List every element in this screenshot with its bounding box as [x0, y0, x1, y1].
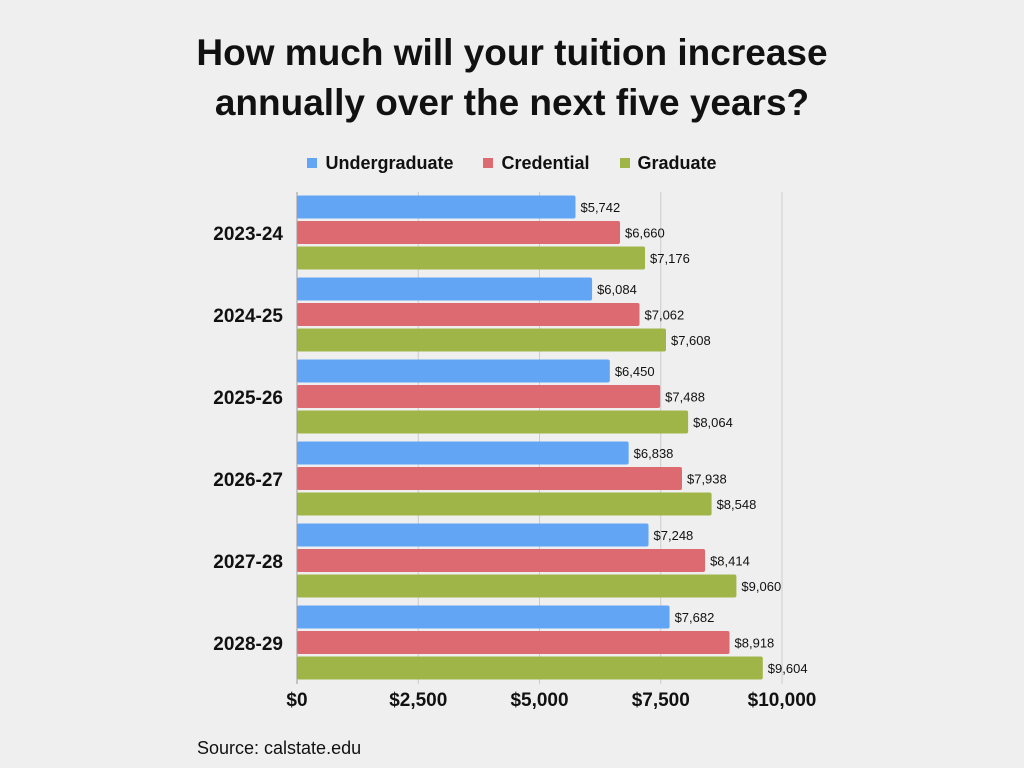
value-label-graduate-2027-28: $9,060 [741, 579, 781, 594]
legend-swatch-graduate [619, 158, 630, 168]
bar-credential-2027-28 [297, 549, 706, 572]
source-note: Source: calstate.edu [197, 738, 362, 758]
value-label-undergraduate-2023-24: $5,742 [580, 200, 620, 215]
legend-item-undergraduate: Undergraduate [307, 153, 453, 174]
category-label-2026-27: 2026-27 [213, 470, 283, 491]
legend-item-credential: Credential [483, 152, 590, 174]
category-label-2028-29: 2028-29 [213, 634, 283, 655]
x-tick-label-0: $0 [286, 690, 307, 711]
value-label-undergraduate-2027-28: $7,248 [654, 528, 694, 543]
value-label-undergraduate-2026-27: $6,838 [634, 446, 674, 461]
legend-item-graduate: Graduate [619, 152, 717, 174]
value-label-undergraduate-2028-29: $7,682 [675, 610, 715, 625]
bar-credential-2028-29 [297, 631, 730, 654]
value-label-credential-2024-25: $7,062 [645, 308, 685, 323]
bar-graduate-2028-29 [297, 656, 763, 680]
legend-label-credential: Credential [501, 152, 590, 173]
value-label-graduate-2025-26: $8,064 [693, 415, 733, 430]
legend-swatch-undergraduate [307, 158, 318, 168]
chart-title-line-2: annually over the next five years? [214, 82, 810, 123]
x-tick-label-4: $10,000 [748, 690, 817, 711]
bar-graduate-2025-26 [297, 410, 689, 434]
value-label-credential-2023-24: $6,660 [625, 226, 665, 241]
bar-graduate-2024-25 [297, 328, 666, 352]
bar-graduate-2023-24 [297, 246, 646, 270]
legend-swatch-credential [483, 158, 494, 168]
bar-credential-2025-26 [297, 385, 661, 408]
category-label-2027-28: 2027-28 [213, 552, 283, 573]
bar-undergraduate-2026-27 [297, 441, 629, 465]
value-label-graduate-2028-29: $9,604 [768, 661, 808, 676]
value-label-graduate-2026-27: $8,548 [717, 497, 757, 512]
legend-label-undergraduate: Undergraduate [325, 152, 454, 173]
chart-legend: Undergraduate Credential Graduate [0, 150, 1024, 176]
value-label-undergraduate-2025-26: $6,450 [615, 364, 655, 379]
value-label-graduate-2023-24: $7,176 [650, 251, 690, 266]
bar-undergraduate-2025-26 [297, 359, 610, 383]
bar-credential-2024-25 [297, 303, 640, 326]
bar-credential-2023-24 [297, 221, 621, 244]
value-label-credential-2028-29: $8,918 [735, 636, 775, 651]
value-label-undergraduate-2024-25: $6,084 [597, 282, 637, 297]
x-tick-label-2: $5,000 [510, 690, 568, 711]
bar-credential-2026-27 [297, 467, 682, 490]
category-label-2024-25: 2024-25 [213, 306, 283, 327]
value-label-graduate-2024-25: $7,608 [671, 333, 711, 348]
legend-label-graduate: Graduate [637, 152, 717, 173]
bar-undergraduate-2024-25 [297, 277, 593, 301]
bar-undergraduate-2023-24 [297, 195, 576, 219]
chart-title: How much will your tuition increase annu… [0, 28, 1024, 128]
category-label-2025-26: 2025-26 [213, 388, 283, 409]
x-tick-label-3: $7,500 [632, 690, 690, 711]
x-tick-label-1: $2,500 [389, 690, 447, 711]
value-label-credential-2026-27: $7,938 [687, 472, 727, 487]
chart-title-line-1: How much will your tuition increase [196, 32, 828, 73]
value-label-credential-2027-28: $8,414 [710, 554, 750, 569]
bar-graduate-2026-27 [297, 492, 712, 516]
bar-graduate-2027-28 [297, 574, 737, 598]
value-label-credential-2025-26: $7,488 [665, 390, 705, 405]
category-label-2023-24: 2023-24 [213, 224, 283, 245]
bar-undergraduate-2028-29 [297, 605, 670, 629]
bar-undergraduate-2027-28 [297, 523, 649, 547]
